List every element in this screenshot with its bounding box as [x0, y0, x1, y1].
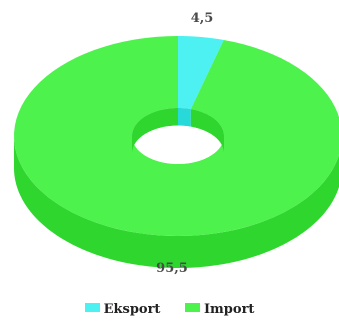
inner-wall-import — [190, 109, 224, 154]
data-labels: 4,5 95,5 — [156, 11, 213, 276]
slice-eksport — [178, 36, 224, 110]
donut-chart: 4,5 95,5 — [14, 11, 339, 276]
legend-label-import: Import — [203, 302, 255, 317]
legend-label-eksport: Eksport — [103, 302, 161, 317]
legend-swatch-import — [184, 303, 200, 312]
outer-side-import — [14, 136, 339, 268]
donut-hole — [132, 125, 224, 164]
donut-top-faces — [14, 36, 339, 236]
data-label-eksport: 4,5 — [191, 11, 214, 26]
legend-item-import: Import — [184, 302, 255, 317]
inner-wall-import — [132, 108, 178, 154]
legend: Eksport Import — [0, 302, 339, 317]
donut-sides — [14, 136, 339, 268]
inner-wall-eksport — [178, 108, 191, 127]
legend-item-eksport: Eksport — [84, 302, 161, 317]
slice-import — [14, 36, 339, 236]
data-label-import: 95,5 — [156, 261, 188, 276]
legend-swatch-eksport — [84, 303, 100, 312]
